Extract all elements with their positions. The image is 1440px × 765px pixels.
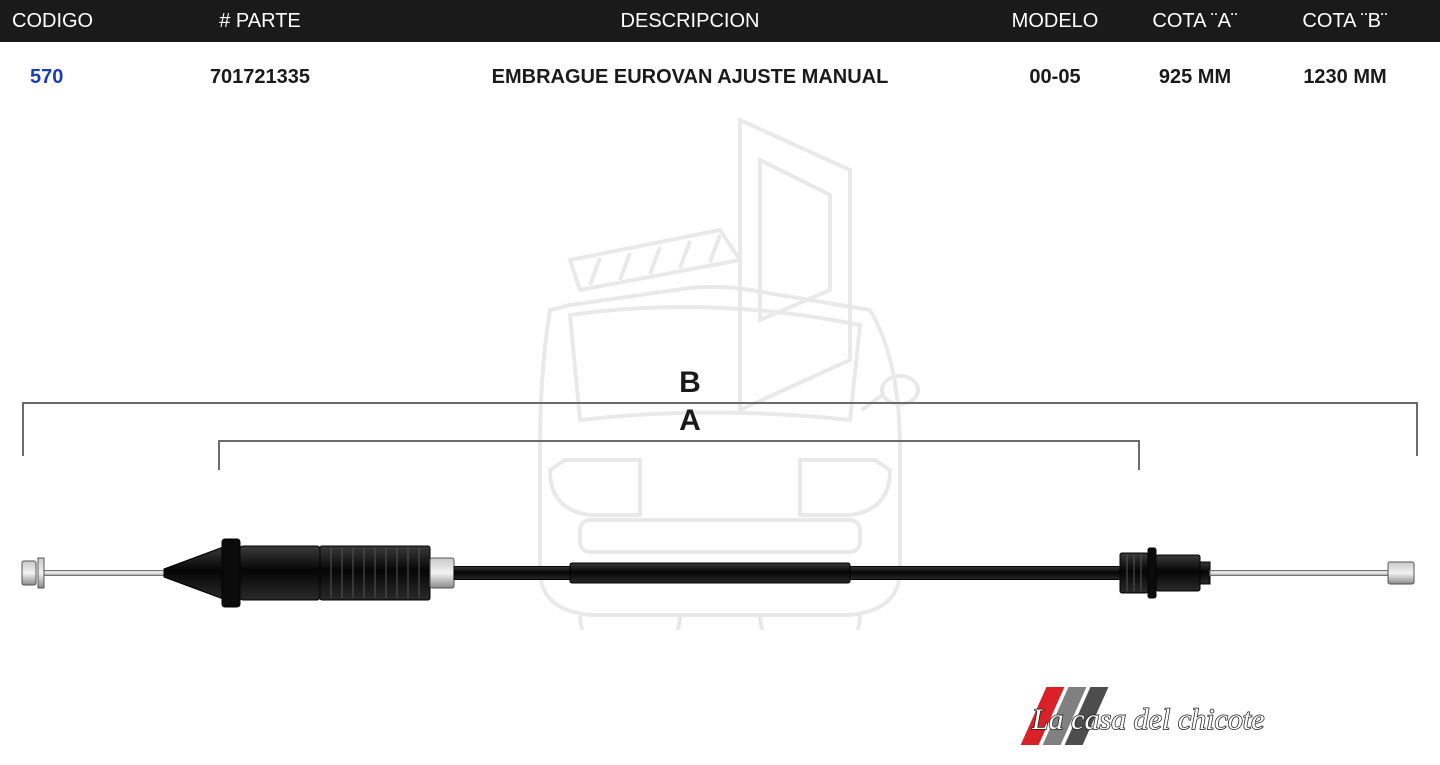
cell-cota-a: 925 MM [1120,66,1270,89]
cell-parte: 701721335 [130,66,390,89]
cell-modelo: 00-05 [990,66,1120,89]
header-parte: # PARTE [130,10,390,33]
table-row: 570 701721335 EMBRAGUE EUROVAN AJUSTE MA… [0,42,1440,89]
dimension-label-a: A [679,404,701,438]
diagram-area: B A La casa del chicote [0,100,1440,765]
dimension-label-b: B [679,366,701,400]
brand-logo: La casa del chicote [1006,679,1416,753]
brand-logo-text: La casa del chicote [1031,703,1264,736]
dimension-bracket-a [218,440,1140,470]
header-codigo: CODIGO [0,10,130,33]
header-descripcion: DESCRIPCION [390,10,990,33]
header-cota-a: COTA ¨A¨ [1120,10,1270,33]
table-header: CODIGO # PARTE DESCRIPCION MODELO COTA ¨… [0,0,1440,42]
cable-diagram [0,538,1440,628]
header-modelo: MODELO [990,10,1120,33]
header-cota-b: COTA ¨B¨ [1270,10,1420,33]
cell-codigo: 570 [0,66,130,89]
cell-cota-b: 1230 MM [1270,66,1420,89]
cell-descripcion: EMBRAGUE EUROVAN AJUSTE MANUAL [390,66,990,89]
